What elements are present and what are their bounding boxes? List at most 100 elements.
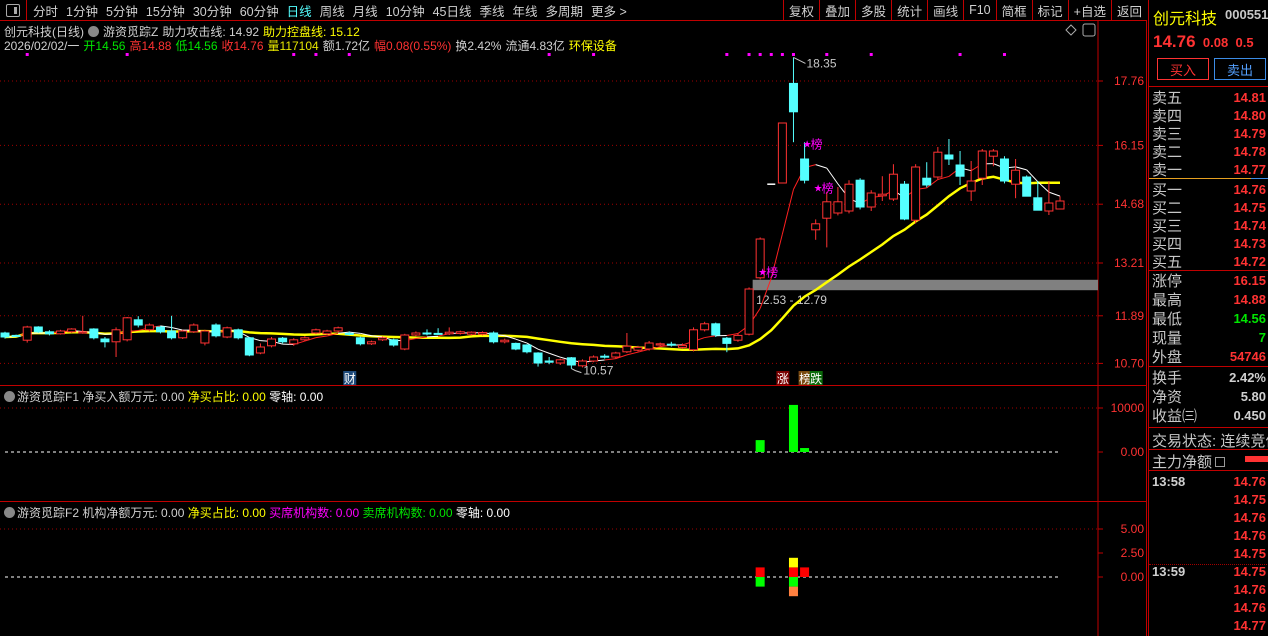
tab-period-14[interactable]: 更多 > bbox=[591, 4, 627, 19]
tab-period-6[interactable]: 日线 bbox=[286, 4, 312, 19]
candle-body bbox=[722, 337, 732, 344]
candle bbox=[366, 340, 376, 345]
ma-fast-segment bbox=[1015, 166, 1027, 171]
toolbar-button-0[interactable]: 复权 bbox=[783, 0, 819, 20]
candle-body bbox=[244, 337, 254, 356]
tab-period-11[interactable]: 季线 bbox=[479, 4, 505, 19]
toolbar-button-4[interactable]: 画线 bbox=[927, 0, 963, 20]
candle-body bbox=[511, 342, 521, 350]
toolbar-button-2[interactable]: 多股 bbox=[855, 0, 891, 20]
row-label: 买五 bbox=[1152, 253, 1183, 271]
candle bbox=[1022, 175, 1032, 197]
panel-toggle-icon[interactable] bbox=[6, 3, 20, 17]
buy-button[interactable]: 买入 bbox=[1157, 58, 1209, 80]
candle bbox=[555, 358, 565, 365]
toolbar-button-1[interactable]: 叠加 bbox=[819, 0, 855, 20]
dropdown-icon[interactable] bbox=[4, 391, 15, 402]
candle-body bbox=[89, 328, 99, 339]
candle-body bbox=[811, 223, 821, 231]
row-value: 14.79 bbox=[1233, 125, 1266, 141]
candle-body bbox=[700, 323, 710, 331]
candle-body bbox=[999, 158, 1009, 182]
indicator-name[interactable]: 游资觅踪Z bbox=[103, 25, 159, 39]
event-tag: 榜 bbox=[799, 371, 811, 386]
toolbar-button-3[interactable]: 统计 bbox=[891, 0, 927, 20]
candle bbox=[278, 337, 288, 344]
ma-fast-segment bbox=[937, 175, 950, 180]
signal-dot bbox=[547, 53, 551, 56]
candle bbox=[433, 328, 443, 335]
tab-period-5[interactable]: 60分钟 bbox=[239, 4, 279, 19]
row-value: 14.78 bbox=[1233, 143, 1266, 159]
row-label: 卖五 bbox=[1152, 89, 1183, 107]
f2-header: 游资觅踪F2 机构净额万元: 0.00 净买占比: 0.00 买席机构数: 0.… bbox=[4, 504, 510, 521]
candle-body bbox=[600, 355, 610, 358]
row-value: 54746 bbox=[1229, 348, 1266, 364]
candle bbox=[722, 337, 732, 353]
candle-body bbox=[378, 337, 388, 341]
dropdown-icon[interactable] bbox=[4, 507, 15, 518]
tab-period-3[interactable]: 15分钟 bbox=[145, 4, 185, 19]
candle-body bbox=[655, 343, 665, 346]
row-label: 买三 bbox=[1152, 217, 1183, 235]
candle-body bbox=[289, 339, 299, 345]
chart-area[interactable]: 17.76 16.15 14.68 13.21 11.89 10.70 10000 0.00 5… bbox=[0, 0, 1147, 636]
low-pointer bbox=[571, 368, 582, 374]
f2-name[interactable]: 游资觅踪F2 bbox=[17, 506, 80, 520]
toolbar-button-9[interactable]: 返回 bbox=[1110, 0, 1147, 20]
tab-period-12[interactable]: 年线 bbox=[512, 4, 538, 19]
stat-row: 现量 7 bbox=[1152, 328, 1266, 347]
signal-dot bbox=[791, 53, 795, 56]
toolbar-button-8[interactable]: +自选 bbox=[1067, 0, 1111, 20]
candle bbox=[322, 329, 332, 335]
toolbar-button-7[interactable]: 标记 bbox=[1031, 0, 1068, 20]
quote-close: 收14.76 bbox=[221, 39, 264, 53]
candle bbox=[311, 328, 321, 335]
quote-date: 2026/02/02/一 bbox=[4, 39, 80, 53]
quote-change: 幅0.08(0.55%) bbox=[374, 39, 452, 53]
tab-period-0[interactable]: 分时 bbox=[33, 4, 59, 19]
diamond-icon[interactable] bbox=[1065, 24, 1077, 36]
main-net-label: 主力净额 bbox=[1152, 454, 1213, 471]
stat-row: 外盘 54746 bbox=[1152, 347, 1266, 366]
candle-body bbox=[178, 330, 188, 339]
sell-button[interactable]: 卖出 bbox=[1214, 58, 1266, 80]
candle-body bbox=[355, 337, 365, 345]
candle-body bbox=[1033, 197, 1043, 211]
toolbar-button-5[interactable]: F10 bbox=[963, 0, 996, 20]
list-icon[interactable] bbox=[1215, 457, 1226, 467]
candle-body bbox=[122, 317, 132, 341]
candle-body bbox=[222, 327, 232, 338]
row-value: 5.80 bbox=[1240, 388, 1266, 404]
tab-period-9[interactable]: 10分钟 bbox=[385, 4, 425, 19]
dropdown-icon[interactable] bbox=[88, 26, 99, 37]
ma-fast-segment bbox=[726, 332, 739, 336]
tick-price: 14.76 bbox=[1233, 510, 1266, 525]
toolbar-button-6[interactable]: 简框 bbox=[995, 0, 1032, 20]
candle-body bbox=[788, 82, 798, 113]
f1-name[interactable]: 游资觅踪F1 bbox=[17, 390, 80, 404]
quote-turnover: 换2.42% bbox=[455, 39, 502, 53]
candle-body bbox=[455, 331, 465, 334]
candle bbox=[600, 354, 610, 359]
panel-toggle-icon[interactable] bbox=[1082, 23, 1096, 37]
quote-open: 开14.56 bbox=[83, 39, 126, 53]
ma-fast-segment bbox=[926, 179, 939, 189]
row-label: 卖四 bbox=[1152, 107, 1183, 125]
row-label: 卖一 bbox=[1152, 161, 1183, 179]
tick-row: 14.76 bbox=[1152, 528, 1266, 543]
candle-body bbox=[555, 359, 565, 364]
row-value: 14.75 bbox=[1233, 199, 1266, 215]
tab-period-8[interactable]: 月线 bbox=[352, 4, 378, 19]
tab-period-4[interactable]: 30分钟 bbox=[192, 4, 232, 19]
candle bbox=[644, 341, 654, 351]
tab-period-13[interactable]: 多周期 bbox=[545, 4, 584, 19]
tab-period-10[interactable]: 45日线 bbox=[432, 4, 472, 19]
quote-sector[interactable]: 环保设备 bbox=[568, 39, 617, 53]
candle-body bbox=[733, 334, 743, 341]
tab-period-7[interactable]: 周线 bbox=[319, 4, 345, 19]
candle bbox=[944, 139, 954, 165]
tab-period-1[interactable]: 1分钟 bbox=[66, 4, 98, 19]
candle bbox=[244, 337, 254, 357]
tab-period-2[interactable]: 5分钟 bbox=[105, 4, 138, 19]
